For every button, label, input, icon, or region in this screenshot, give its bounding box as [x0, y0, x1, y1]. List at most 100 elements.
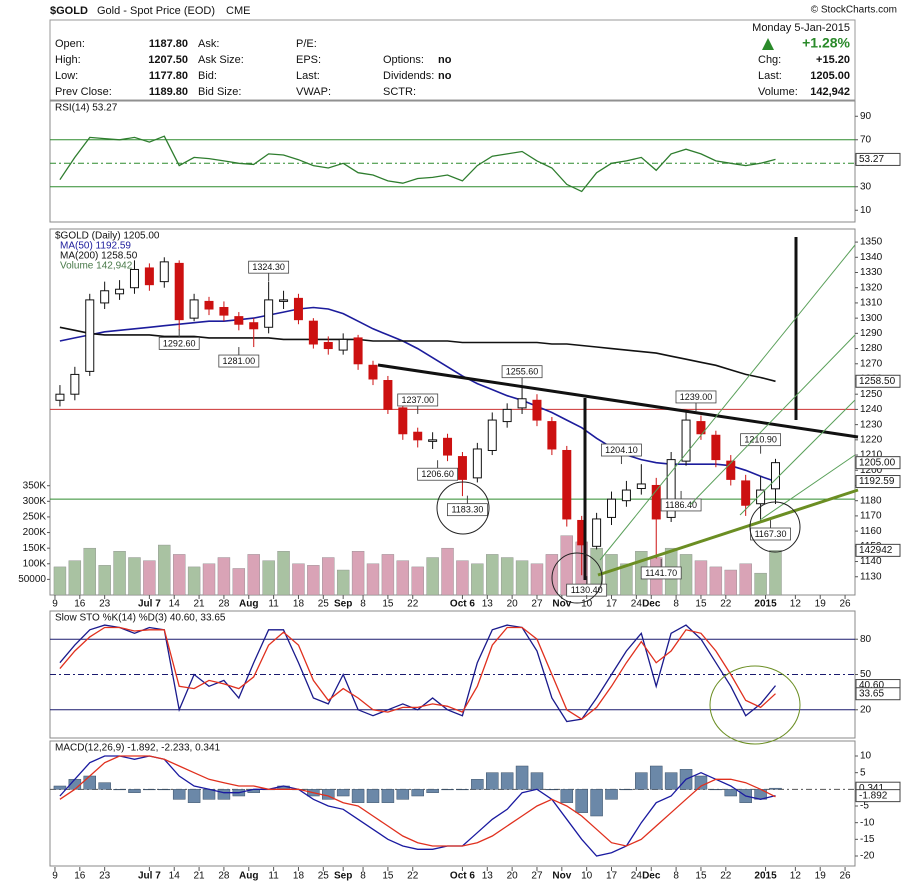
- y-tick-label: 10: [860, 205, 872, 216]
- histogram-bar: [664, 772, 678, 790]
- info-box: [49, 19, 856, 101]
- y-tick-label: 10: [860, 751, 872, 762]
- highlight-circle: [709, 665, 801, 745]
- candle-body: [55, 393, 65, 401]
- annotation-label: 1186.40: [665, 500, 697, 510]
- value-box: [855, 152, 901, 166]
- y-tick-label: 1230: [860, 419, 883, 430]
- volume-bar: [724, 569, 737, 596]
- volume-tick-label: 150K: [23, 543, 47, 554]
- volume-bar: [83, 547, 96, 596]
- field-value: 1187.80: [149, 38, 188, 50]
- x-tick-label: 24: [631, 599, 643, 610]
- volume-tick-label: 100K: [23, 558, 47, 569]
- x-tick-label: 22: [720, 599, 732, 610]
- drawn-annotations: [377, 237, 859, 745]
- y-tick-label: 50: [860, 669, 872, 680]
- candle-body: [607, 498, 617, 518]
- x-tick-label: Oct 6: [450, 871, 475, 882]
- panel-title: $GOLD (Daily) 1205.00: [55, 231, 160, 242]
- histogram-bar: [709, 789, 723, 791]
- value-label: 53.27: [859, 154, 884, 165]
- candle-body: [323, 341, 333, 350]
- candle-body: [621, 489, 631, 502]
- volume-bar: [694, 560, 708, 596]
- volume-bar: [515, 560, 529, 596]
- y-tick-label: 1250: [860, 389, 883, 400]
- field-label: Last:: [296, 70, 320, 82]
- volume-bar: [456, 560, 469, 596]
- volume-bar: [128, 557, 141, 596]
- x-tick-label: 28: [218, 599, 230, 610]
- y-tick-label: 1140: [860, 556, 882, 567]
- field-label: Bid Size:: [198, 86, 241, 98]
- x-tick-label: 8: [360, 871, 366, 882]
- annotation-box: [675, 390, 717, 404]
- volume-bar: [336, 569, 350, 596]
- x-tick-label: 2015: [754, 599, 777, 610]
- histogram-bar: [411, 789, 424, 797]
- value-label: 40.60: [859, 680, 884, 691]
- value-label: 33.65: [859, 688, 884, 699]
- fan-line: [599, 244, 856, 561]
- candle-body: [666, 459, 676, 518]
- x-tick-label: 23: [99, 871, 111, 882]
- y-tick-label: 1240: [860, 404, 883, 415]
- volume-bar: [292, 563, 305, 596]
- x-tick-label: 17: [606, 599, 618, 610]
- y-tick-label: 1130: [860, 571, 882, 582]
- histogram-bar: [500, 772, 514, 790]
- candle-body: [264, 299, 274, 328]
- annotation-label: 1255.60: [506, 367, 539, 377]
- y-tick-label: -5: [860, 801, 869, 812]
- volume-bar: [113, 551, 126, 596]
- volume-bar: [530, 563, 544, 596]
- x-tick-label: 14: [169, 871, 181, 882]
- volume-bar: [605, 554, 618, 596]
- panel-frame: [49, 740, 856, 867]
- y-tick-label: 1220: [860, 434, 883, 445]
- candle-body: [308, 320, 318, 345]
- date: Monday 5-Jan-2015: [752, 22, 850, 34]
- volume-bar: [739, 563, 752, 596]
- x-tick-label: 25: [318, 599, 330, 610]
- x-tick-label: 10: [581, 871, 593, 882]
- y-tick-label: 1320: [860, 282, 883, 293]
- volume-bar: [277, 551, 290, 596]
- histogram-bar: [426, 789, 439, 793]
- histogram-bar: [187, 789, 201, 803]
- field-label: Last:: [758, 70, 782, 82]
- histogram-bar: [560, 789, 574, 803]
- x-tick-label: 21: [194, 599, 206, 610]
- x-tick-label: 15: [695, 871, 707, 882]
- highlight-circle: [551, 552, 603, 604]
- volume-bar: [322, 557, 335, 596]
- value-box: [855, 374, 901, 388]
- volume-bar: [366, 563, 380, 596]
- volume-bar: [411, 566, 424, 596]
- volume-bar: [351, 551, 365, 596]
- annotation-box: [417, 467, 458, 481]
- x-tick-label: 26: [839, 871, 851, 882]
- volume-bar: [396, 560, 410, 596]
- volume-bar: [158, 544, 171, 596]
- histogram-bar: [53, 785, 67, 790]
- x-tick-label: Aug: [239, 599, 258, 610]
- annotation-label: 1130.40: [571, 585, 603, 595]
- histogram-bar: [590, 789, 603, 817]
- candle-body: [293, 297, 303, 321]
- x-tick-label: Jul 7: [138, 599, 161, 610]
- y-tick-label: 1340: [860, 252, 883, 263]
- annotation-box: [640, 566, 682, 580]
- highlight-circle: [749, 501, 801, 553]
- volume-bar: [441, 547, 454, 596]
- x-tick-label: 14: [169, 599, 181, 610]
- volume-bar: [262, 560, 275, 596]
- candle-body: [159, 261, 169, 283]
- series-line: [59, 755, 776, 847]
- y-tick-label: 5: [860, 767, 866, 778]
- field-value: 142,942: [810, 86, 850, 98]
- histogram-bar: [605, 789, 618, 800]
- histogram-bar: [724, 789, 738, 797]
